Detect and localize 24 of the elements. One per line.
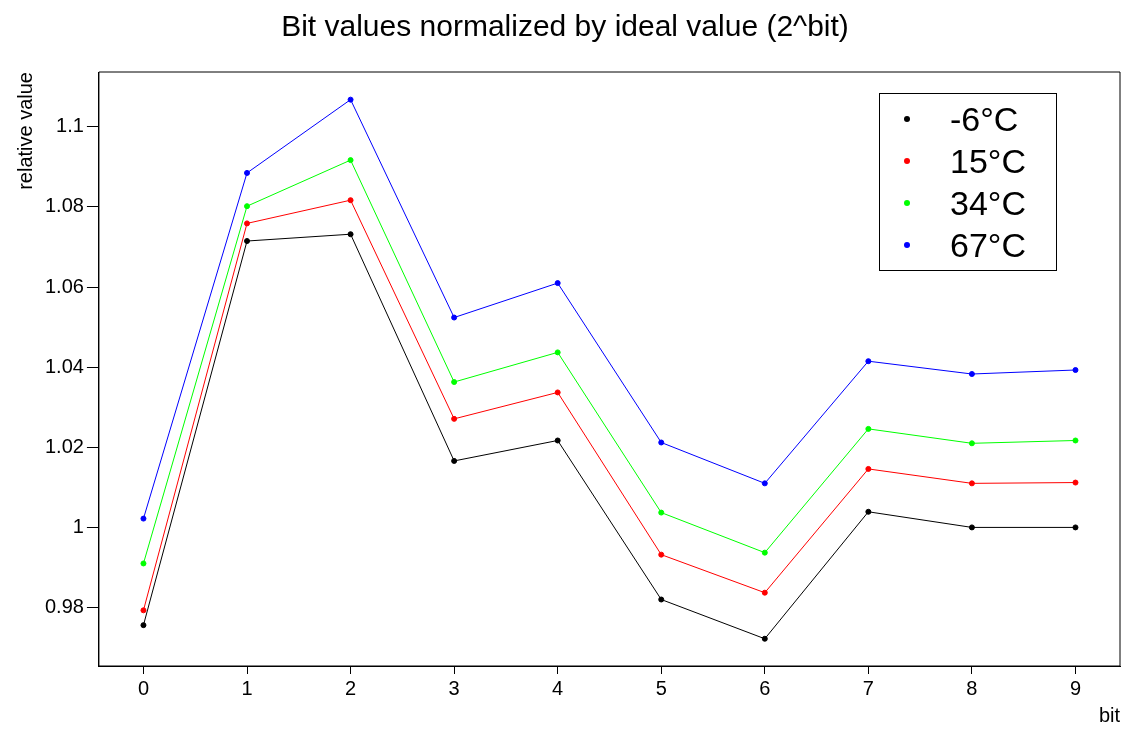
- y-tick-label: 1.08: [44, 194, 84, 217]
- y-tick-label: 1: [72, 514, 84, 537]
- x-tick-label: 5: [655, 676, 667, 699]
- x-tick-label: 6: [759, 676, 771, 699]
- y-axis-title: relative value: [13, 72, 36, 190]
- legend-label: 15°C: [950, 141, 1026, 182]
- legend-label: 34°C: [950, 183, 1026, 224]
- x-tick-label: 9: [1069, 676, 1082, 699]
- y-tick-label: 1.1: [56, 114, 84, 137]
- legend-label: -6°C: [950, 99, 1019, 140]
- y-tick-label: 1.04: [44, 354, 84, 377]
- x-tick-label: 2: [345, 676, 357, 699]
- x-axis-title: bit: [1098, 703, 1121, 726]
- x-tick-label: 4: [552, 676, 564, 699]
- y-tick-label: 0.98: [44, 595, 84, 618]
- x-tick-label: 8: [966, 676, 978, 699]
- x-tick-label: 7: [862, 676, 874, 699]
- x-tick-label: 1: [241, 676, 253, 699]
- x-tick-label: 0: [137, 676, 150, 699]
- y-tick-label: 1.02: [44, 434, 84, 457]
- chart-title: Bit values normalized by ideal value (2^bit): [281, 9, 849, 43]
- y-tick-label: 1.06: [44, 274, 84, 297]
- legend-label: 67°C: [950, 225, 1026, 266]
- x-tick-label: 3: [448, 676, 460, 699]
